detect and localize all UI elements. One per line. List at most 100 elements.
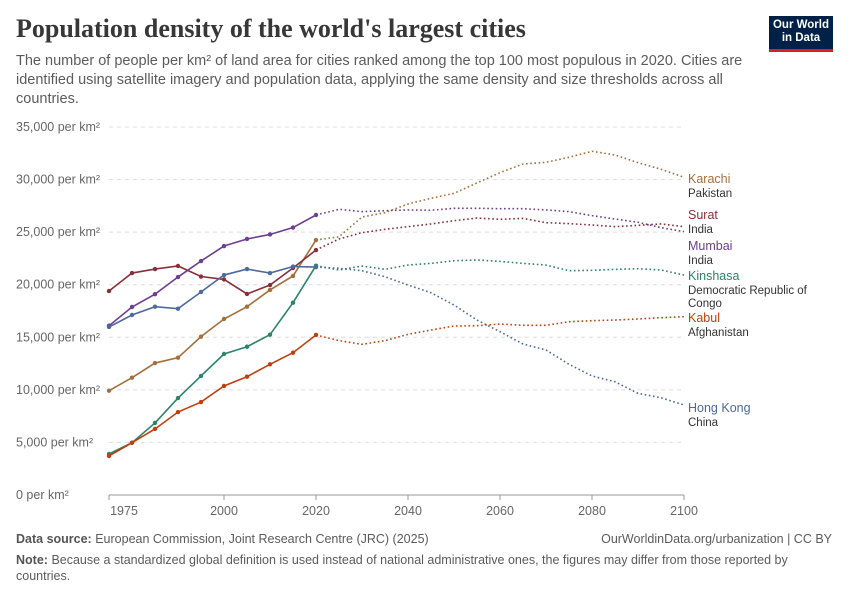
- data-point: [244, 374, 250, 379]
- historical-line-kabul: [108, 334, 317, 457]
- series-country: India: [688, 224, 714, 236]
- data-point: [244, 236, 250, 242]
- projection-line-kabul: [315, 315, 685, 346]
- series-country: China: [688, 417, 719, 429]
- data-point: [221, 243, 227, 249]
- x-tick-label: 2060: [486, 504, 514, 518]
- data-point: [106, 288, 112, 294]
- note: Note: Because a standardized global defi…: [16, 552, 816, 584]
- data-point: [175, 263, 181, 269]
- y-tick-label: 0 per km²: [16, 488, 69, 502]
- data-point: [152, 304, 158, 309]
- x-tick-label: 2100: [670, 504, 698, 518]
- x-tick-label: 2020: [302, 504, 330, 518]
- note-text: Because a standardized global definition…: [16, 553, 788, 583]
- data-point: [198, 399, 204, 405]
- data-point: [267, 332, 273, 337]
- data-point: [313, 332, 319, 338]
- series-country: India: [688, 255, 714, 267]
- data-point: [198, 274, 204, 279]
- data-point: [129, 375, 135, 380]
- data-point: [106, 453, 112, 459]
- data-point: [198, 258, 204, 264]
- data-point: [244, 266, 250, 272]
- data-point: [221, 351, 227, 357]
- data-point: [244, 304, 250, 309]
- data-point: [175, 355, 181, 360]
- data-point: [129, 440, 135, 445]
- data-point: [175, 306, 181, 311]
- data-point: [129, 304, 135, 310]
- data-point: [290, 273, 296, 279]
- chart-title: Population density of the world's larges…: [16, 14, 526, 43]
- series-label: Hong Kong: [688, 401, 751, 415]
- y-tick-label: 20,000 per km²: [16, 278, 100, 292]
- y-tick-label: 15,000 per km²: [16, 330, 100, 344]
- data-point: [198, 289, 204, 295]
- y-tick-label: 25,000 per km²: [16, 225, 100, 239]
- series-country: Pakistan: [688, 188, 732, 200]
- data-point: [106, 324, 112, 330]
- series-label: Surat: [688, 208, 718, 222]
- x-tick-label: 1975: [110, 504, 138, 518]
- data-point: [290, 350, 296, 355]
- data-point: [152, 426, 158, 432]
- y-tick-label: 35,000 per km²: [16, 120, 100, 134]
- data-point: [198, 373, 204, 379]
- series-label: Kabul: [688, 311, 720, 325]
- projection-line-surat: [315, 217, 685, 251]
- y-tick-label: 30,000 per km²: [16, 173, 100, 187]
- data-point: [152, 266, 158, 272]
- data-point: [267, 282, 273, 288]
- data-point: [106, 388, 112, 393]
- historical-line-kinshasa: [108, 265, 317, 455]
- historical-line-hong-kong: [108, 265, 317, 328]
- data-point: [244, 291, 250, 297]
- source-text: European Commission, Joint Research Cent…: [95, 532, 429, 546]
- data-point: [175, 274, 181, 280]
- data-point: [175, 409, 181, 415]
- x-tick-label: 2000: [210, 504, 238, 518]
- projection-line-kinshasa: [315, 259, 685, 276]
- series-label: Mumbai: [688, 239, 732, 253]
- x-tick-label: 2040: [394, 504, 422, 518]
- data-point: [290, 264, 296, 269]
- data-point: [221, 277, 227, 282]
- data-point: [290, 225, 296, 230]
- data-point: [152, 291, 158, 297]
- data-source: Data source: European Commission, Joint …: [16, 532, 429, 546]
- series-country: Democratic Republic of Congo: [688, 285, 808, 310]
- data-point: [313, 264, 319, 270]
- y-tick-label: 10,000 per km²: [16, 383, 100, 397]
- data-point: [175, 395, 181, 401]
- source-label: Data source:: [16, 532, 92, 546]
- projection-line-mumbai: [315, 207, 685, 233]
- series-label: Kinshasa: [688, 269, 739, 283]
- historical-line-karachi: [108, 239, 317, 392]
- data-point: [267, 232, 273, 237]
- series-country: Afghanistan: [688, 327, 749, 339]
- source-url[interactable]: OurWorldinData.org/urbanization | CC BY: [601, 532, 832, 546]
- owid-logo[interactable]: Our World in Data: [769, 16, 833, 52]
- historical-line-mumbai: [108, 214, 317, 327]
- data-point: [313, 237, 319, 243]
- data-point: [267, 270, 273, 276]
- projection-line-karachi: [315, 150, 685, 241]
- data-point: [221, 316, 227, 322]
- data-point: [313, 212, 319, 218]
- series-label: Karachi: [688, 172, 730, 186]
- data-point: [129, 312, 135, 318]
- note-label: Note:: [16, 553, 48, 567]
- data-point: [267, 362, 273, 367]
- y-tick-label: 5,000 per km²: [16, 435, 93, 449]
- data-point: [198, 334, 204, 339]
- data-point: [221, 272, 227, 278]
- historical-line-surat: [108, 249, 317, 295]
- data-point: [221, 383, 227, 389]
- data-point: [290, 300, 296, 305]
- data-point: [267, 287, 273, 293]
- projection-line-hong-kong: [315, 266, 685, 406]
- data-point: [313, 247, 319, 253]
